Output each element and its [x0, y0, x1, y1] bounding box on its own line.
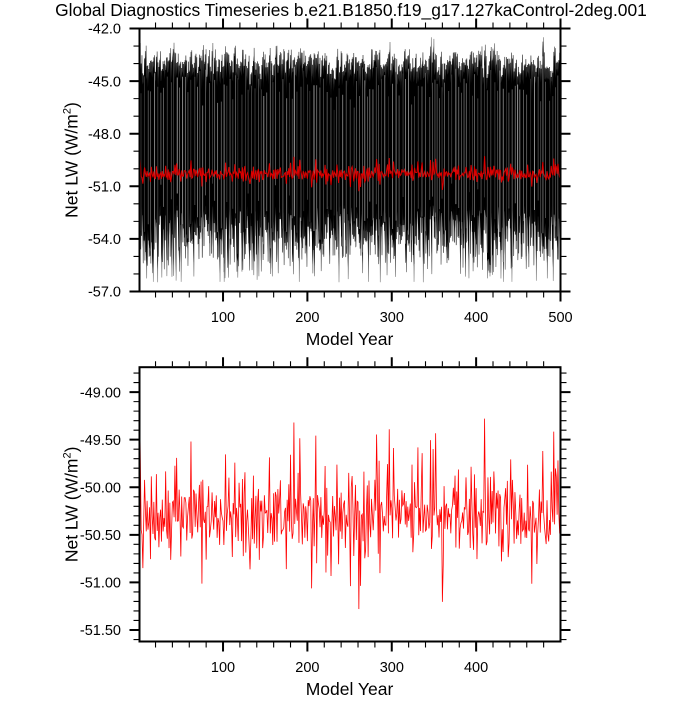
svg-text:-51.0: -51.0 [88, 180, 121, 196]
svg-text:-50.00: -50.00 [80, 481, 121, 497]
svg-text:100: 100 [211, 660, 235, 676]
svg-text:-49.50: -49.50 [80, 433, 121, 449]
svg-text:100: 100 [211, 310, 235, 326]
svg-text:300: 300 [380, 310, 404, 326]
svg-text:-42.0: -42.0 [88, 22, 121, 38]
svg-text:200: 200 [295, 310, 319, 326]
svg-text:-48.0: -48.0 [88, 127, 121, 143]
svg-text:-51.00: -51.00 [80, 576, 121, 592]
svg-text:Global Diagnostics Timeseries: Global Diagnostics Timeseries b.e21.B185… [55, 0, 647, 20]
svg-text:400: 400 [464, 660, 488, 676]
svg-text:Net LW (W/m2): Net LW (W/m2) [62, 102, 82, 218]
svg-text:-57.0: -57.0 [88, 285, 121, 301]
svg-text:500: 500 [548, 310, 572, 326]
svg-text:-49.00: -49.00 [80, 385, 121, 401]
svg-text:400: 400 [464, 310, 488, 326]
svg-text:Net LW (W/m2): Net LW (W/m2) [62, 447, 82, 563]
svg-text:-54.0: -54.0 [88, 232, 121, 248]
svg-text:200: 200 [295, 660, 319, 676]
svg-text:Model Year: Model Year [306, 329, 394, 349]
svg-text:-51.50: -51.50 [80, 623, 121, 639]
svg-text:-45.0: -45.0 [88, 74, 121, 90]
svg-text:-50.50: -50.50 [80, 528, 121, 544]
svg-text:300: 300 [380, 660, 404, 676]
svg-text:Model Year: Model Year [306, 679, 394, 699]
